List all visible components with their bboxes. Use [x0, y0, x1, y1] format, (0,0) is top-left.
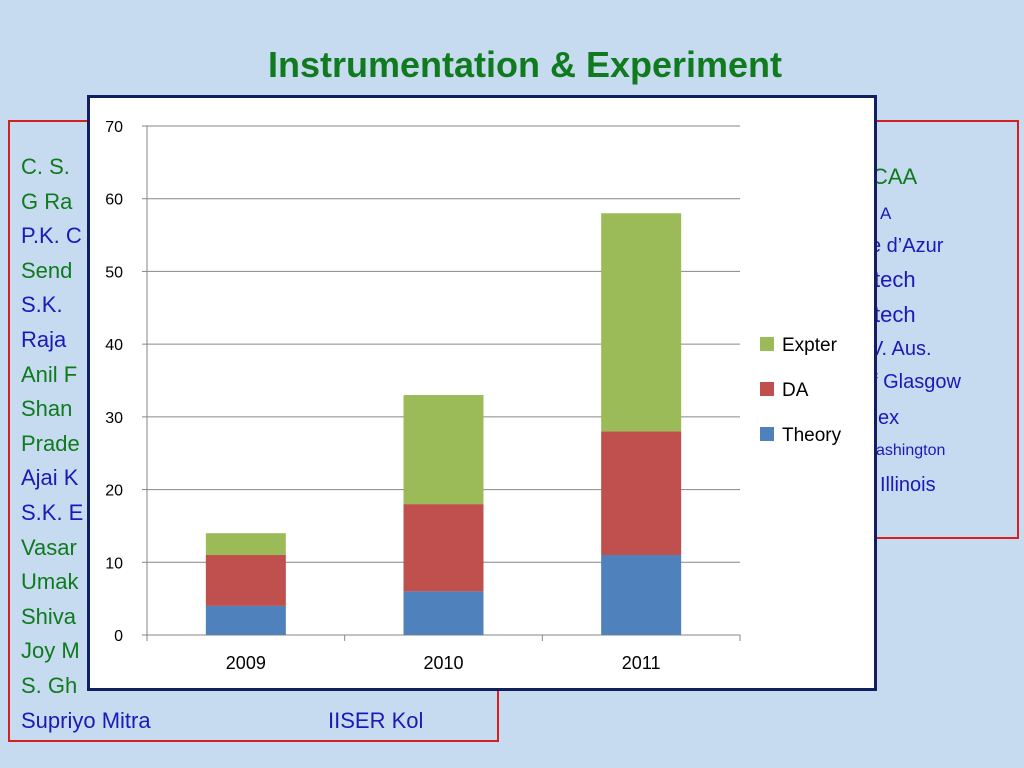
name-list-item: Anil F — [21, 361, 78, 387]
chart-frame: 0 10 20 30 40 50 60 70 2009 2010 2011 Expter DA Theor… — [87, 95, 877, 691]
bar-theory-2009 — [205, 605, 286, 635]
name-list-item: Send — [21, 257, 73, 283]
y-tick-label: 20 — [105, 483, 123, 500]
name-list-item: G Ra — [21, 188, 73, 214]
legend-label-theory: Theory — [782, 425, 842, 446]
legend-label-da: DA — [782, 380, 809, 401]
bar-theory-2010 — [403, 591, 484, 635]
y-tick-label: 50 — [105, 264, 123, 281]
page-title: Instrumentation & Experiment — [267, 44, 783, 85]
name-list-item: Supriyo Mitra — [21, 707, 151, 733]
name-list-item: Prade — [21, 430, 80, 456]
legend-swatch-da — [760, 382, 774, 396]
legend-label-expter: Expter — [782, 335, 838, 356]
legend-swatch-theory — [760, 427, 774, 441]
affiliation-list-item: f Glasgow — [872, 371, 961, 393]
y-tick-label: 40 — [105, 337, 123, 354]
name-list-item: Joy M — [21, 638, 80, 664]
affiliation-list-item: V. Aus. — [870, 338, 932, 360]
bar-theory-2011 — [601, 555, 682, 635]
name-list-item: Umak — [21, 569, 79, 595]
name-list-item: P.K. C — [21, 223, 82, 249]
affiliation-list-item: A — [880, 204, 892, 223]
bar-expter-2010 — [403, 395, 484, 505]
bar-expter-2009 — [205, 533, 286, 556]
affiliation-list-item: ashington — [876, 442, 946, 459]
bar-da-2010 — [403, 504, 484, 592]
name-list-item: S.K. — [21, 292, 63, 318]
y-tick-label: 60 — [105, 192, 123, 209]
affiliation-list-item: Illinois — [880, 474, 936, 496]
name-list-item: Shan — [21, 396, 73, 422]
y-tick-label: 30 — [105, 410, 123, 427]
affiliation-list-item: tech — [874, 302, 916, 327]
affiliation-list-item: e d’Azur — [870, 235, 944, 257]
bar-da-2011 — [601, 431, 682, 556]
name-list-item: S.K. E — [21, 500, 84, 525]
affiliation-list-item: tech — [874, 267, 916, 292]
x-tick-label: 2011 — [622, 653, 661, 673]
affiliation-list-item: ex — [878, 407, 900, 429]
name-list-item: Raja — [21, 327, 67, 352]
legend-swatch-expter — [760, 337, 774, 351]
y-tick-label: 0 — [114, 628, 123, 645]
name-list-item: Ajai K — [21, 465, 79, 491]
x-tick-label: 2009 — [226, 653, 266, 673]
name-list-item: C. S. — [21, 154, 70, 179]
y-tick-label: 10 — [105, 555, 123, 572]
stacked-bar-chart: 0 10 20 30 40 50 60 70 2009 2010 2011 Expter DA Theor… — [105, 119, 842, 673]
bar-da-2009 — [205, 555, 286, 606]
name-list-item: Vasar — [21, 534, 77, 560]
name-list-item: Shiva — [21, 603, 77, 629]
x-tick-label: 2010 — [423, 653, 463, 673]
affiliation-label: IISER Kol — [328, 707, 424, 733]
name-list-item: S. Gh — [21, 673, 78, 698]
affiliation-list-item: CAA — [872, 164, 918, 189]
bar-expter-2011 — [601, 213, 682, 432]
y-tick-label: 70 — [105, 119, 123, 136]
